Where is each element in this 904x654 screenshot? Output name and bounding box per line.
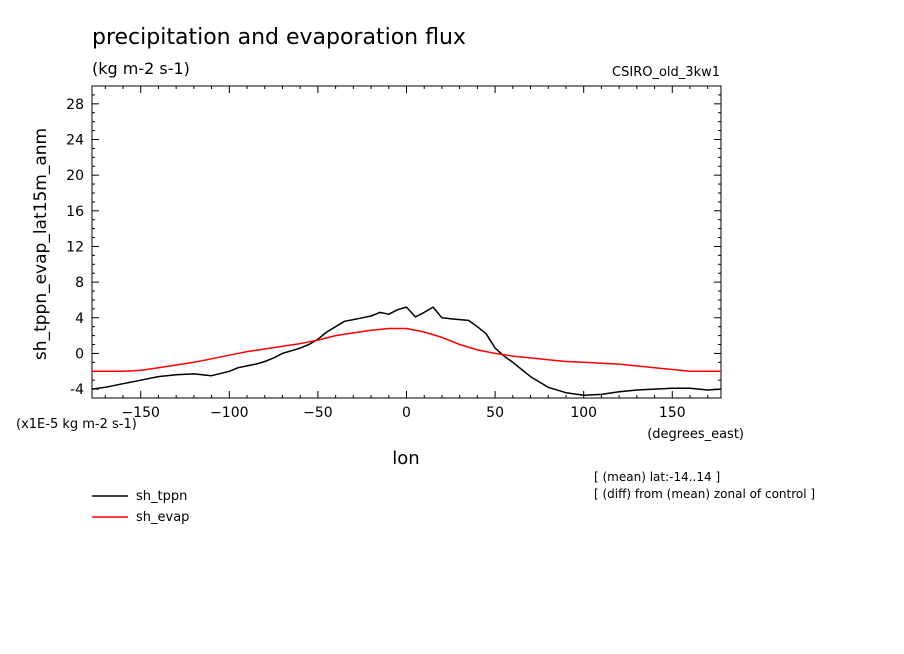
y-tick-label: 24 bbox=[66, 132, 84, 148]
x-axis-label: lon bbox=[392, 448, 419, 469]
x-tick-label: −100 bbox=[210, 405, 248, 421]
y-tick-label: 28 bbox=[66, 97, 84, 113]
note-lat-range: [ (mean) lat:-14..14 ] bbox=[594, 470, 720, 484]
y-axis-label: sh_tppn_evap_lat15m_anm bbox=[31, 128, 51, 360]
note-diff: [ (diff) from (mean) zonal of control ] bbox=[594, 487, 815, 501]
x-tick-label: −150 bbox=[121, 405, 159, 421]
legend: sh_tppn sh_evap bbox=[92, 489, 189, 525]
y-tick-label: 0 bbox=[75, 346, 84, 362]
series-layer bbox=[91, 306, 722, 397]
y-tick-label: 4 bbox=[75, 311, 84, 327]
plot-area bbox=[91, 85, 722, 399]
y-axis-ticks: -4 0 4 8 12 16 20 24 28 bbox=[66, 85, 721, 399]
x-tick-label: 50 bbox=[486, 405, 504, 421]
y-tick-label: 20 bbox=[66, 168, 84, 184]
x-units-label: (degrees_east) bbox=[647, 427, 744, 442]
model-label: CSIRO_old_3kw1 bbox=[612, 65, 720, 80]
y-scale-label: (x1E-5 kg m-2 s-1) bbox=[16, 417, 137, 432]
series-line-sh-tppn bbox=[91, 306, 722, 397]
x-tick-label: 150 bbox=[659, 405, 686, 421]
y-tick-label: 8 bbox=[75, 275, 84, 291]
legend-label-sh-evap: sh_evap bbox=[136, 510, 189, 525]
y-tick-label: 16 bbox=[66, 204, 84, 220]
legend-label-sh-tppn: sh_tppn bbox=[136, 489, 187, 504]
series-line-sh-evap bbox=[92, 327, 721, 373]
units-label: (kg m-2 s-1) bbox=[92, 59, 190, 78]
y-tick-label: 12 bbox=[66, 239, 84, 255]
plot-border bbox=[91, 85, 722, 399]
y-tick-label: -4 bbox=[70, 382, 84, 398]
x-tick-label: −50 bbox=[303, 405, 333, 421]
x-tick-label: 0 bbox=[402, 405, 411, 421]
x-tick-label: 100 bbox=[570, 405, 597, 421]
x-axis-ticks: −150 −100 −50 0 50 100 150 bbox=[104, 86, 709, 421]
chart-title: precipitation and evaporation flux bbox=[92, 25, 466, 50]
